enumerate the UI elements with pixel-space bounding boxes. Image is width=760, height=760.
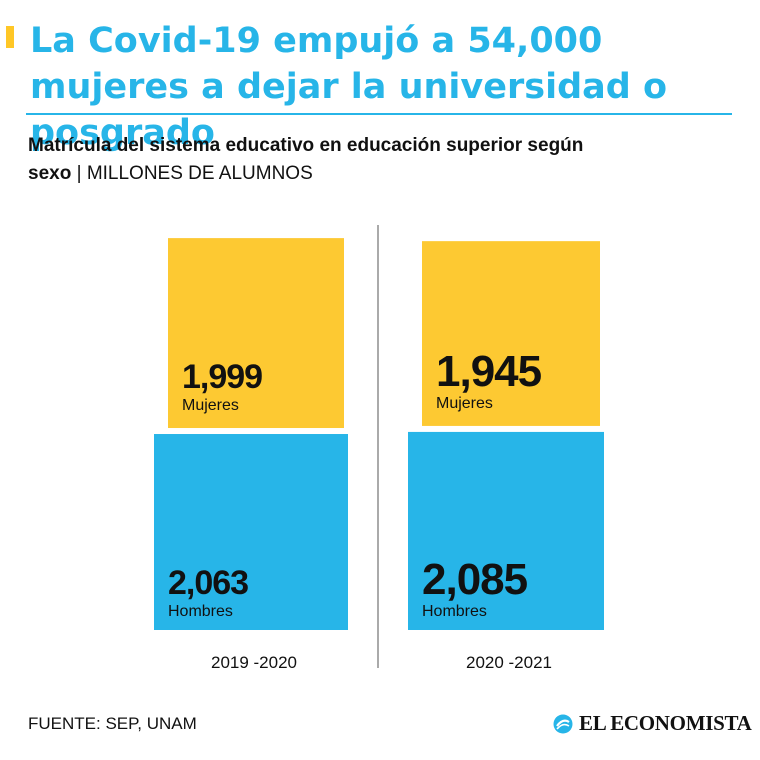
subtitle-separator: | [71,163,87,184]
series-label-hombres-1: Hombres [168,603,233,620]
value-label-mujeres-2: 1,945 [436,347,542,396]
series-label-mujeres-1: Mujeres [182,397,239,414]
page-title: La Covid-19 empujó a 54,000 mujeres a de… [30,21,668,153]
subtitle-line-2: sexo [28,163,72,184]
el-economista-logo-icon [553,714,573,733]
value-label-hombres-2: 2,085 [422,555,528,604]
value-label-mujeres-1: 1,999 [182,358,262,396]
chart-subtitle: Matrícula del sistema educativo en educa… [28,132,738,188]
series-label-mujeres-2: Mujeres [436,395,493,412]
series-label-hombres-2: Hombres [422,603,487,620]
source-note: FUENTE: SEP, UNAM [28,714,197,733]
title-accent-bar [6,26,14,48]
bar-mujeres-2 [422,241,600,426]
value-label-hombres-1: 2,063 [168,564,248,602]
bar-hombres-2 [408,431,604,630]
title-divider [26,113,732,115]
category-label-2: 2020 -2021 [466,653,552,672]
subtitle-line-1: Matrícula del sistema educativo en educa… [28,135,584,156]
brand-logo: EL ECONOMISTA [553,711,752,736]
brand-name: EL ECONOMISTA [579,711,752,735]
bar-hombres-1 [154,434,348,630]
category-label-1: 2019 -2020 [211,653,297,672]
bar-mujeres-1 [168,238,344,429]
subtitle-unit: MILLONES DE ALUMNOS [86,163,313,184]
